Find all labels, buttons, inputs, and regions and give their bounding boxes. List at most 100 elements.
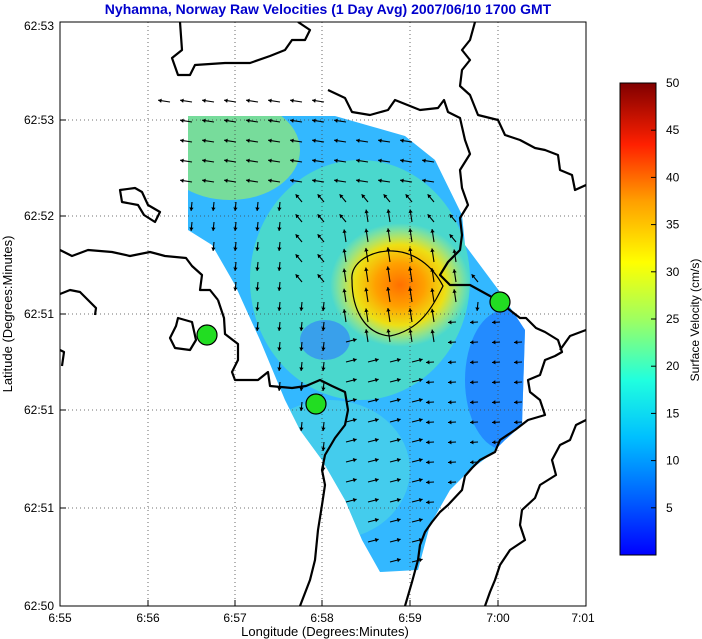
y-tick-label: 62:53 bbox=[24, 113, 54, 127]
velocity-arrowhead bbox=[295, 254, 300, 259]
velocity-arrowhead bbox=[334, 158, 338, 163]
velocity-arrowhead bbox=[364, 209, 369, 214]
velocity-arrowhead bbox=[470, 440, 474, 445]
x-tick-label: 6:55 bbox=[48, 611, 72, 625]
velocity-arrowhead bbox=[492, 320, 496, 325]
velocity-arrowhead bbox=[364, 228, 369, 233]
velocity-arrowhead bbox=[233, 287, 238, 291]
velocity-arrowhead bbox=[364, 247, 369, 252]
velocity-arrowhead bbox=[352, 498, 357, 503]
velocity-arrowhead bbox=[386, 308, 391, 312]
velocity-arrowhead bbox=[514, 380, 518, 385]
colorbar: 5 10 15 20 25 30 35 40 45 50 Surface Velocity (cm… bbox=[619, 76, 702, 556]
colorbar-label: Surface Velocity (cm/s) bbox=[688, 259, 702, 382]
velocity-arrowhead bbox=[277, 267, 282, 271]
velocity-arrowhead bbox=[334, 178, 338, 183]
velocity-arrowhead bbox=[386, 209, 391, 213]
velocity-arrowhead bbox=[418, 438, 423, 443]
velocity-arrowhead bbox=[426, 420, 430, 425]
velocity-arrowhead bbox=[386, 228, 391, 232]
velocity-arrowhead bbox=[374, 438, 379, 443]
velocity-arrowhead bbox=[400, 138, 404, 143]
velocity-arrowhead bbox=[299, 347, 304, 351]
velocity-arrowhead bbox=[268, 178, 272, 183]
velocity-arrowhead bbox=[396, 418, 401, 423]
colorbar-tick-label: 10 bbox=[666, 454, 680, 468]
colorbar-tick-label: 30 bbox=[666, 265, 680, 279]
velocity-arrowhead bbox=[321, 327, 326, 331]
y-tick-label: 62:51 bbox=[24, 501, 54, 515]
velocity-arrowhead bbox=[448, 460, 452, 465]
velocity-arrowhead bbox=[312, 138, 316, 143]
velocity-arrowhead bbox=[246, 118, 250, 123]
velocity-arrowhead bbox=[492, 360, 496, 365]
velocity-arrowhead bbox=[255, 287, 260, 291]
velocity-arrowhead bbox=[246, 98, 250, 103]
velocity-arrowhead bbox=[339, 214, 344, 219]
y-tick-label: 62:51 bbox=[24, 403, 54, 417]
velocity-arrowhead bbox=[352, 458, 357, 463]
velocity-arrowhead bbox=[211, 247, 216, 251]
colorbar-tick-label: 25 bbox=[666, 312, 680, 326]
velocity-arrowhead bbox=[299, 327, 304, 331]
velocity-arrowhead bbox=[449, 214, 454, 219]
velocity-arrowhead bbox=[268, 98, 272, 103]
velocity-arrowhead bbox=[255, 327, 260, 331]
radar-station-west bbox=[196, 324, 218, 346]
velocity-arrowhead bbox=[321, 447, 326, 451]
velocity-arrowhead bbox=[268, 118, 272, 123]
velocity-arrowhead bbox=[383, 194, 388, 199]
velocity-arrowhead bbox=[268, 158, 272, 163]
velocity-arrowhead bbox=[224, 118, 228, 123]
velocity-arrowhead bbox=[180, 158, 184, 163]
velocity-arrowhead bbox=[321, 347, 326, 351]
velocity-arrowhead bbox=[342, 309, 347, 313]
velocity-arrowhead bbox=[255, 267, 260, 271]
velocity-arrowhead bbox=[378, 158, 382, 163]
velocity-arrowhead bbox=[312, 158, 316, 163]
colorbar-tick-label: 5 bbox=[666, 501, 673, 515]
velocity-arrowhead bbox=[356, 178, 360, 183]
velocity-arrowhead bbox=[448, 320, 452, 325]
velocity-arrowhead bbox=[396, 558, 401, 563]
velocity-arrowhead bbox=[321, 367, 326, 371]
velocity-arrowhead bbox=[378, 138, 382, 143]
velocity-arrowhead bbox=[378, 178, 382, 183]
velocity-arrowhead bbox=[492, 380, 496, 385]
velocity-arrowhead bbox=[277, 307, 282, 311]
velocity-arrowhead bbox=[246, 178, 250, 183]
velocity-arrowhead bbox=[452, 249, 457, 254]
velocity-arrowhead bbox=[448, 480, 452, 485]
velocity-arrowhead bbox=[426, 480, 430, 485]
velocity-arrowhead bbox=[361, 194, 366, 199]
velocity-arrowhead bbox=[317, 194, 322, 199]
velocity-arrowhead bbox=[492, 420, 496, 425]
velocity-arrowhead bbox=[449, 234, 454, 239]
velocity-arrowhead bbox=[374, 358, 379, 363]
velocity-arrowhead bbox=[189, 207, 194, 211]
velocity-arrowhead bbox=[408, 228, 413, 233]
velocity-arrowhead bbox=[339, 194, 344, 199]
velocity-arrowhead bbox=[334, 118, 338, 123]
velocity-arrowhead bbox=[255, 307, 260, 311]
velocity-arrowhead bbox=[514, 420, 518, 425]
velocity-arrowhead bbox=[426, 360, 430, 365]
velocity-arrowhead bbox=[356, 158, 360, 163]
velocity-arrowhead bbox=[342, 229, 347, 234]
velocity-arrowhead bbox=[470, 320, 474, 325]
chart-title: Nyhamna, Norway Raw Velocities (1 Day Av… bbox=[105, 1, 552, 17]
velocity-arrowhead bbox=[352, 438, 357, 443]
colorbar-gradient bbox=[619, 82, 657, 556]
velocity-arrowhead bbox=[396, 398, 401, 403]
velocity-arrowhead bbox=[277, 287, 282, 291]
velocity-arrowhead bbox=[396, 358, 401, 363]
colorbar-tick-label: 45 bbox=[666, 123, 680, 137]
x-tick-label: 6:57 bbox=[223, 611, 247, 625]
velocity-arrowhead bbox=[255, 207, 260, 211]
velocity-arrowhead bbox=[299, 367, 304, 371]
velocity-arrowhead bbox=[299, 407, 304, 411]
velocity-arrowhead bbox=[342, 288, 347, 293]
velocity-arrowhead bbox=[430, 268, 435, 272]
velocity-arrowhead bbox=[422, 158, 426, 163]
